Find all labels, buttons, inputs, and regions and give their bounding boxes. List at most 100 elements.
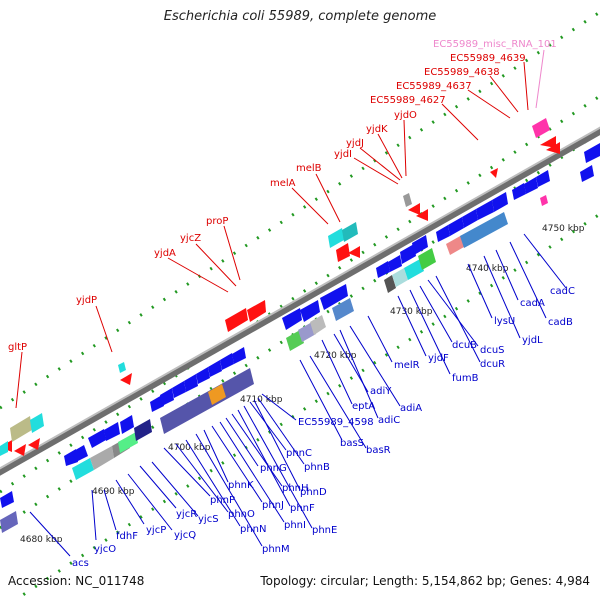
gene-label-reverse: yjcS xyxy=(198,514,219,525)
gene-label-forward: gltP xyxy=(8,342,27,353)
gene-label-forward: yjdA xyxy=(154,248,176,259)
tick-label: 4700 kbp xyxy=(168,443,211,453)
gene-forward xyxy=(14,444,26,456)
accession-text: Accession: NC_011748 xyxy=(8,574,145,588)
gene-reverse xyxy=(492,192,508,212)
gene-reverse xyxy=(524,177,538,194)
feature-block xyxy=(0,511,18,533)
gene-label-reverse: adiC xyxy=(378,415,400,426)
gene-label-forward: EC55989_4637 xyxy=(396,81,472,92)
gene-label-reverse: yjdL xyxy=(522,335,543,346)
guide-line-upper-2 xyxy=(0,10,600,410)
genome-backbone xyxy=(0,126,600,476)
coordinate-ticks: 4680 kbp 4690 kbp 4700 kbp 4710 kbp 4720… xyxy=(20,224,585,545)
gene-label-forward: yjcZ xyxy=(180,233,201,244)
gene-label-reverse: phnH xyxy=(282,483,309,494)
gene-reverse xyxy=(150,395,164,412)
gene-label-reverse: phnC xyxy=(286,448,312,459)
gene-forward xyxy=(120,373,132,385)
gene-reverse xyxy=(436,225,450,242)
feature-block xyxy=(332,298,354,321)
gene-label-reverse: EC55989_4598 xyxy=(298,417,374,428)
gene-label-reverse: acs xyxy=(72,558,89,569)
gene-label-forward: yjdP xyxy=(76,295,97,306)
gene-label-reverse: eptA xyxy=(352,401,375,412)
feature-block xyxy=(540,195,548,206)
gene-reverse xyxy=(300,300,320,322)
feature-block xyxy=(404,259,424,280)
gene-label-reverse: dcuB xyxy=(452,340,477,351)
feature-block xyxy=(118,362,126,373)
gene-label-reverse: adiA xyxy=(400,403,422,414)
gene-reverse xyxy=(400,244,416,264)
gene-reverse xyxy=(160,388,174,406)
feature-block xyxy=(384,275,396,293)
gene-reverse xyxy=(584,143,600,163)
gene-reverse xyxy=(320,284,348,310)
gene-reverse xyxy=(120,415,134,434)
gene-reverse xyxy=(448,217,464,236)
gene-label-reverse: phnF xyxy=(290,503,315,514)
gene-label-reverse: dcuR xyxy=(480,359,505,370)
feature-block xyxy=(403,193,412,207)
gene-label-reverse: cadC xyxy=(550,286,575,297)
gene-reverse xyxy=(88,429,106,448)
gene-forward xyxy=(336,243,350,262)
gene-label-forward: melB xyxy=(296,163,322,174)
gene-label-forward: melA xyxy=(270,178,296,189)
gene-reverse xyxy=(220,353,234,370)
gene-reverse xyxy=(232,347,246,364)
gene-label-reverse: yjcP xyxy=(146,525,166,536)
gene-label-reverse: yjdF xyxy=(428,353,449,364)
gene-reverse xyxy=(208,360,222,377)
gene-label-reverse: phnE xyxy=(312,525,337,536)
feature-block xyxy=(392,268,408,287)
reverse-genes xyxy=(0,143,600,508)
gene-forward xyxy=(247,300,266,322)
gene-forward xyxy=(416,209,428,221)
forward-leader-lines xyxy=(15,61,529,409)
gene-label-reverse: yjcQ xyxy=(174,530,196,541)
gene-forward xyxy=(408,203,420,215)
feature-block xyxy=(160,368,254,434)
tick-label: 4740 kbp xyxy=(466,264,509,274)
tick-label: 4710 kbp xyxy=(240,395,283,405)
gene-label-reverse: phnJ xyxy=(262,500,284,511)
reverse-feature-blocks xyxy=(0,212,508,533)
gene-label-reverse: phnM xyxy=(262,544,290,555)
feature-block xyxy=(0,441,8,456)
gene-reverse xyxy=(388,255,402,272)
gene-label-reverse: phnK xyxy=(228,480,254,491)
gene-label-reverse: fdhF xyxy=(116,531,138,542)
gene-label-reverse: basS xyxy=(340,438,364,449)
gene-reverse xyxy=(104,422,120,441)
gene-forward xyxy=(546,142,560,154)
gene-label-reverse: basR xyxy=(366,445,391,456)
feature-block xyxy=(532,118,550,138)
gene-forward xyxy=(490,168,498,178)
feature-block xyxy=(30,413,44,433)
gene-label-forward: yjdJ xyxy=(346,138,364,149)
forward-feature-blocks xyxy=(0,118,550,456)
gene-label-misc-rna: EC55989_misc_RNA_101 xyxy=(433,39,557,50)
tick-label: 4730 kbp xyxy=(390,307,433,317)
feature-block xyxy=(208,384,226,405)
gene-forward xyxy=(225,308,248,332)
misc-rna-leader-line xyxy=(535,49,545,109)
gene-label-reverse: phnO xyxy=(228,509,255,520)
gene-reverse xyxy=(184,374,198,392)
gene-forward xyxy=(348,246,360,258)
gene-label-reverse: phnB xyxy=(304,462,330,473)
tick-label: 4680 kbp xyxy=(20,535,63,545)
feature-block xyxy=(118,432,138,453)
feature-block xyxy=(310,315,326,335)
reverse-gene-labels: acs yjcO fdhF yjcP yjcQ yjcR yjcS phnP p… xyxy=(72,286,575,569)
gene-reverse xyxy=(512,183,526,200)
feature-block xyxy=(418,248,436,270)
gene-label-reverse: fumB xyxy=(452,373,479,384)
gene-label-reverse: phnN xyxy=(240,524,267,535)
feature-block xyxy=(286,330,304,351)
gene-label-reverse: phnG xyxy=(260,463,287,474)
gene-label-reverse: adiY xyxy=(370,386,392,397)
